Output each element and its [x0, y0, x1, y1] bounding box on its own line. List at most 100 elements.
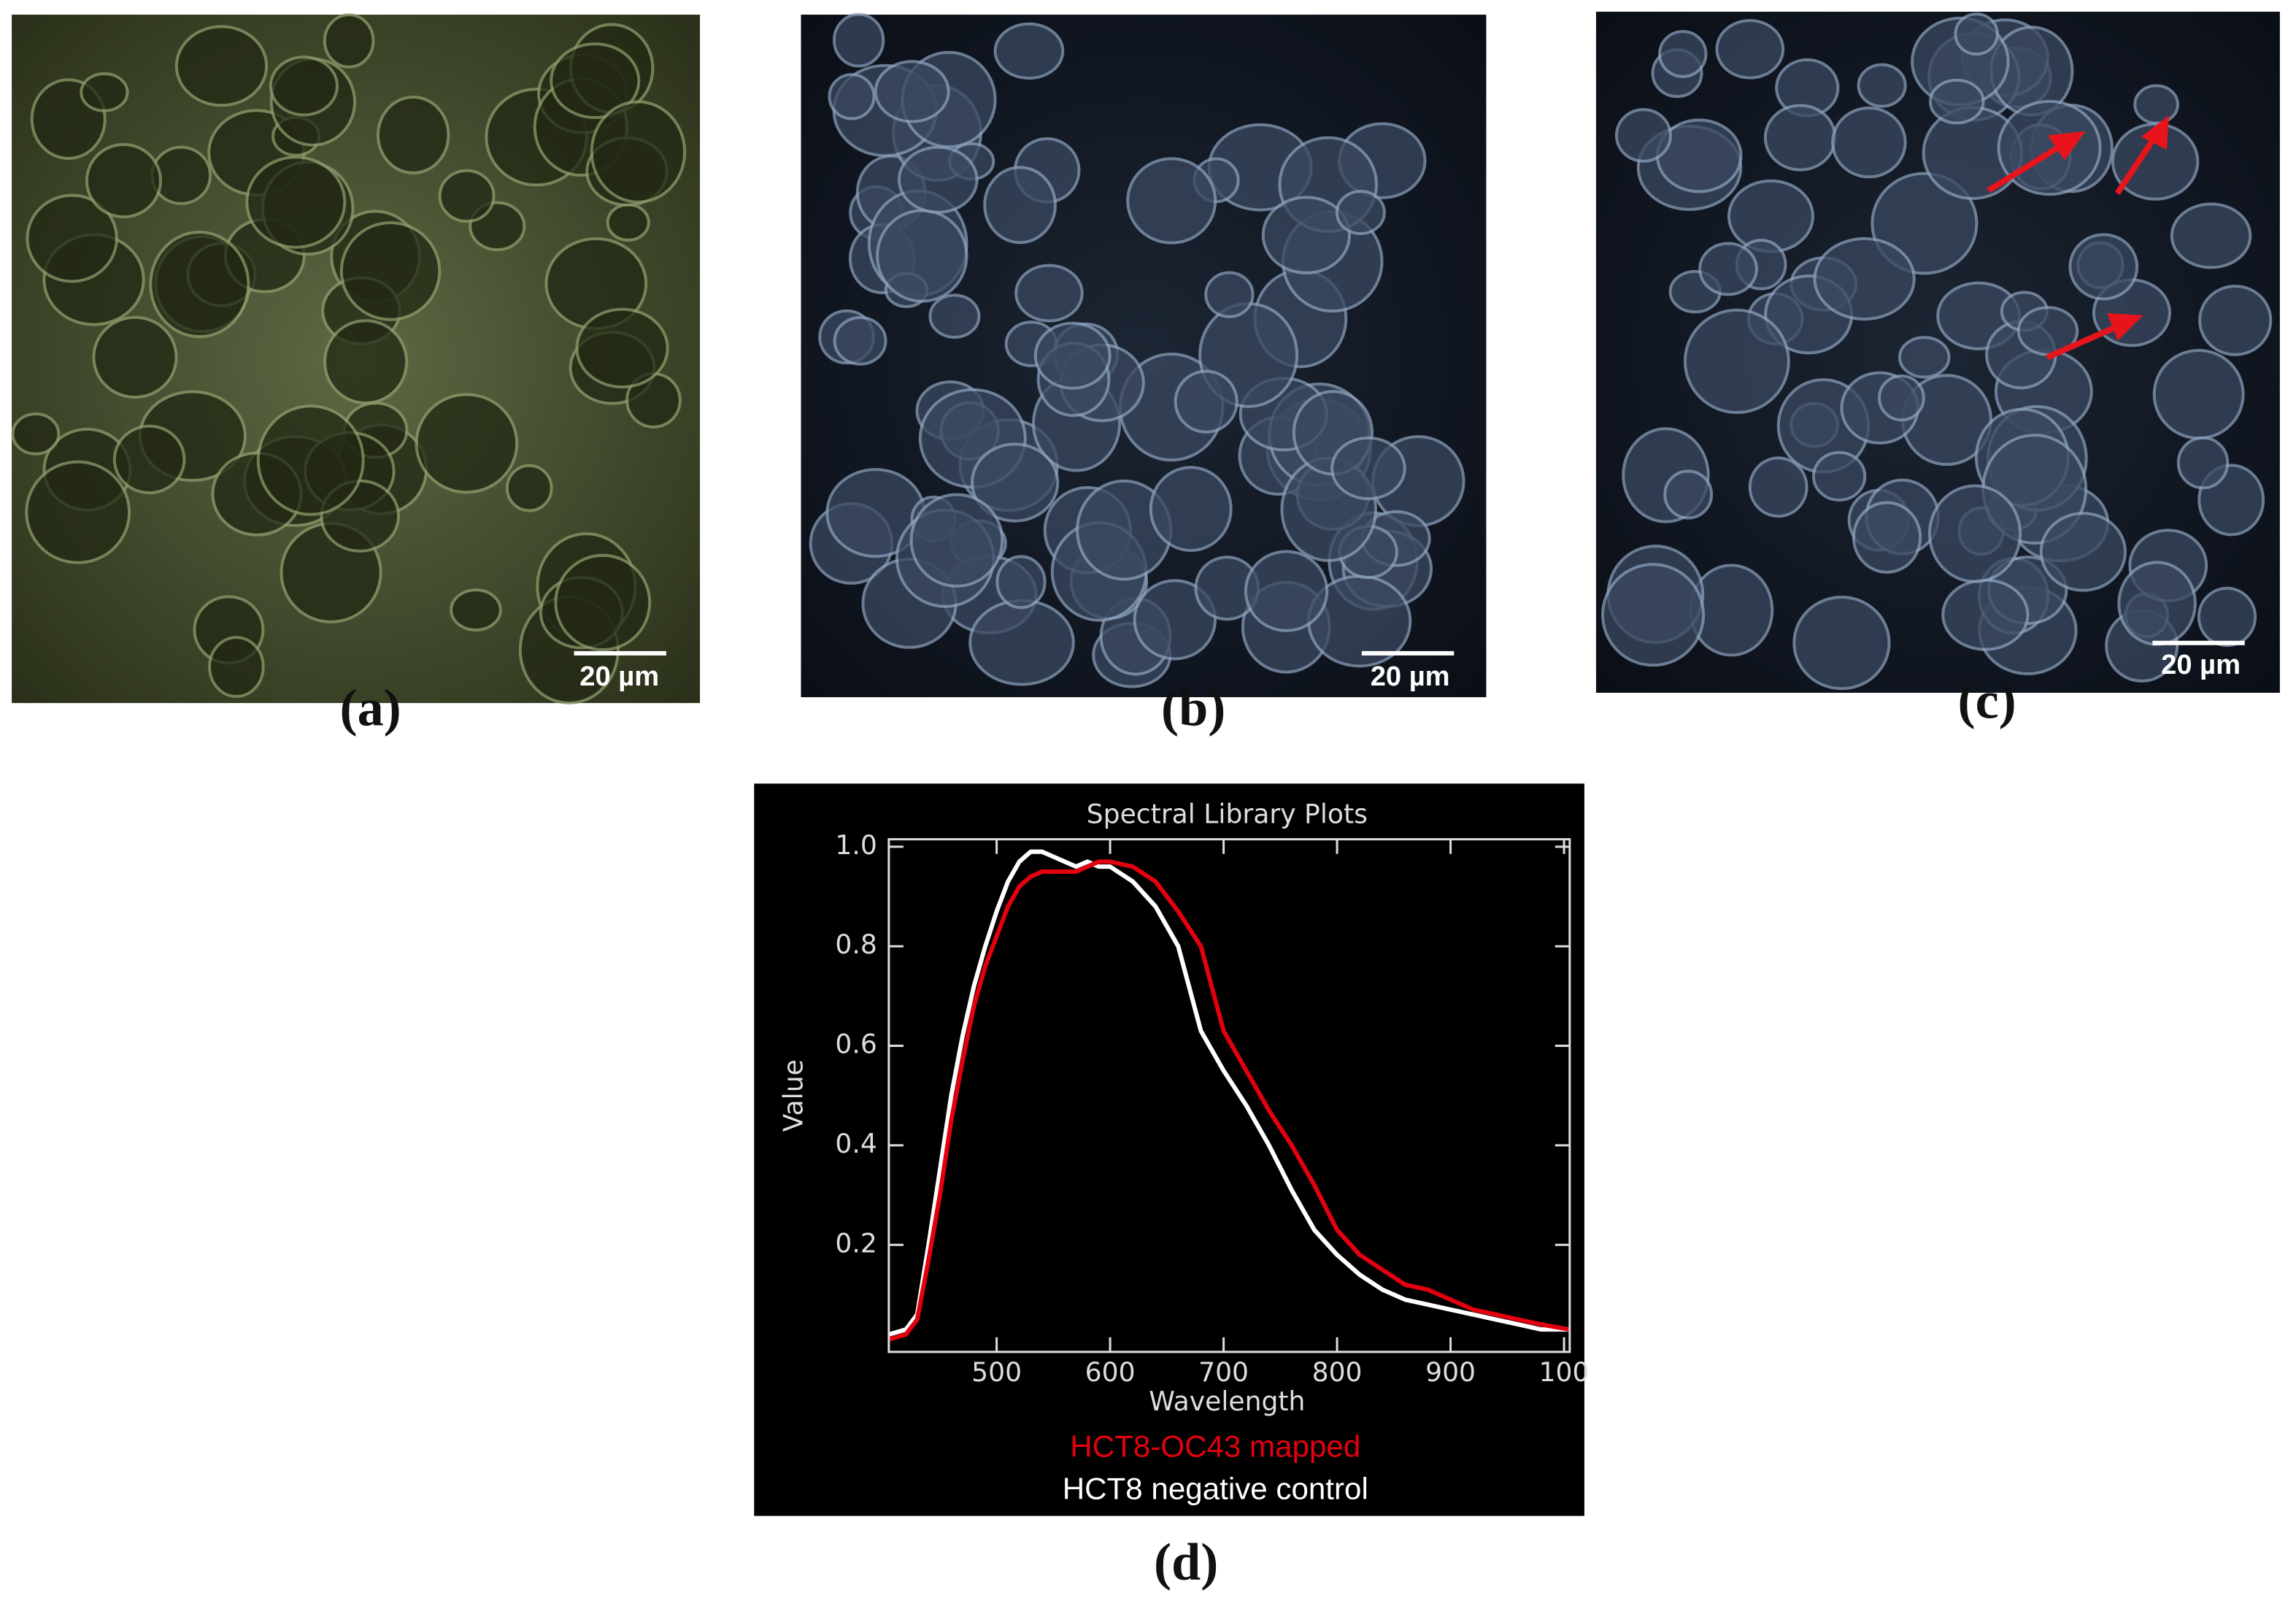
cell — [25, 460, 131, 564]
cell — [1133, 579, 1217, 661]
cell — [149, 230, 250, 339]
cell — [2152, 348, 2245, 440]
micrograph-b — [801, 12, 1487, 698]
cell — [876, 209, 968, 303]
cell — [323, 13, 375, 69]
cell — [2111, 122, 2200, 201]
cell — [897, 145, 979, 214]
cell — [1683, 308, 1790, 415]
cell — [1748, 456, 1808, 518]
chart-background — [754, 783, 1584, 1516]
cell — [993, 22, 1065, 80]
cell — [606, 203, 650, 242]
cell — [1658, 30, 1708, 78]
cell — [92, 315, 178, 399]
legend-entry: HCT8 negative control — [1063, 1472, 1368, 1506]
cell — [2176, 436, 2230, 490]
cell — [828, 73, 876, 120]
y-tick-label: 0.4 — [835, 1128, 877, 1159]
cell — [983, 166, 1057, 245]
cell — [1601, 563, 1706, 667]
x-tick-label: 600 — [1085, 1356, 1136, 1388]
panel-label: (a) — [340, 679, 401, 737]
cell — [376, 95, 450, 174]
cell — [174, 25, 269, 107]
cell — [26, 193, 118, 283]
cell — [1204, 271, 1255, 318]
cell — [1614, 108, 1672, 163]
panel-label: (c) — [1958, 672, 2016, 730]
cell — [1813, 237, 1916, 321]
cell — [2039, 512, 2127, 592]
cell — [2068, 233, 2139, 301]
micrograph-a — [11, 13, 701, 704]
cell — [968, 599, 1075, 686]
cell — [575, 307, 669, 389]
scale-text: 20 µm — [579, 661, 659, 692]
cell — [833, 315, 887, 366]
panel-label: (b) — [1161, 679, 1225, 737]
cell — [909, 493, 1004, 588]
cell — [1763, 104, 1837, 172]
cell — [1715, 19, 1785, 80]
x-tick-label: 800 — [1312, 1356, 1363, 1388]
cell — [1877, 375, 1925, 422]
cell — [1928, 78, 1985, 125]
cell — [1831, 106, 1907, 179]
y-tick-label: 0.8 — [835, 929, 877, 960]
y-tick-label: 0.6 — [835, 1029, 877, 1060]
cell — [80, 72, 129, 112]
spectral-chart: 0.2 0.4 0.6 0.8 1.0 500 600 700 800 900 100 HCT8-OC… — [835, 829, 1589, 1506]
cell — [590, 100, 687, 204]
cell — [1014, 264, 1084, 323]
cell — [1335, 190, 1386, 236]
x-tick-label: 900 — [1425, 1356, 1476, 1388]
cell — [245, 155, 347, 249]
cell — [1033, 321, 1112, 390]
series-line — [888, 859, 1571, 1342]
cell — [323, 319, 409, 405]
cell — [1792, 595, 1891, 691]
cell — [1244, 550, 1329, 632]
cell — [1174, 369, 1238, 434]
cell — [1698, 242, 1758, 296]
cell — [971, 442, 1060, 523]
cell — [450, 588, 502, 632]
cell — [112, 424, 186, 495]
arrowhead — [2047, 131, 2086, 161]
arrowhead — [2107, 312, 2143, 341]
micrograph-c — [1595, 12, 2280, 693]
cell — [415, 393, 519, 494]
x-tick-label: 500 — [971, 1356, 1022, 1388]
cell — [874, 60, 950, 123]
x-tick-label: 700 — [1198, 1356, 1249, 1388]
cell — [256, 404, 365, 516]
y-tick-label: 1.0 — [835, 829, 877, 861]
cell — [1330, 436, 1406, 501]
cell — [554, 553, 652, 652]
cell — [1852, 501, 1922, 574]
arrow — [2046, 322, 2122, 361]
cell — [2198, 285, 2273, 356]
cell — [269, 55, 339, 117]
cell — [550, 42, 641, 120]
arrow — [2114, 134, 2158, 196]
cell — [1898, 336, 1951, 379]
cell — [1149, 466, 1233, 552]
cell — [1941, 578, 2030, 651]
cell — [2170, 202, 2252, 269]
series-line — [888, 849, 1570, 1337]
cell — [1997, 99, 2102, 196]
scale-text: 20 µm — [1371, 661, 1450, 692]
cell — [1663, 469, 1714, 520]
y-tick-label: 0.2 — [835, 1227, 877, 1259]
cell — [1261, 196, 1352, 274]
arrow — [1987, 141, 2067, 193]
cell — [85, 142, 163, 219]
x-axis-label: Wavelength — [1149, 1386, 1305, 1417]
chart-title: Spectral Library Plots — [1087, 799, 1368, 830]
cell — [2117, 561, 2197, 646]
cell — [832, 12, 885, 68]
y-axis-label: Value — [777, 1059, 809, 1132]
